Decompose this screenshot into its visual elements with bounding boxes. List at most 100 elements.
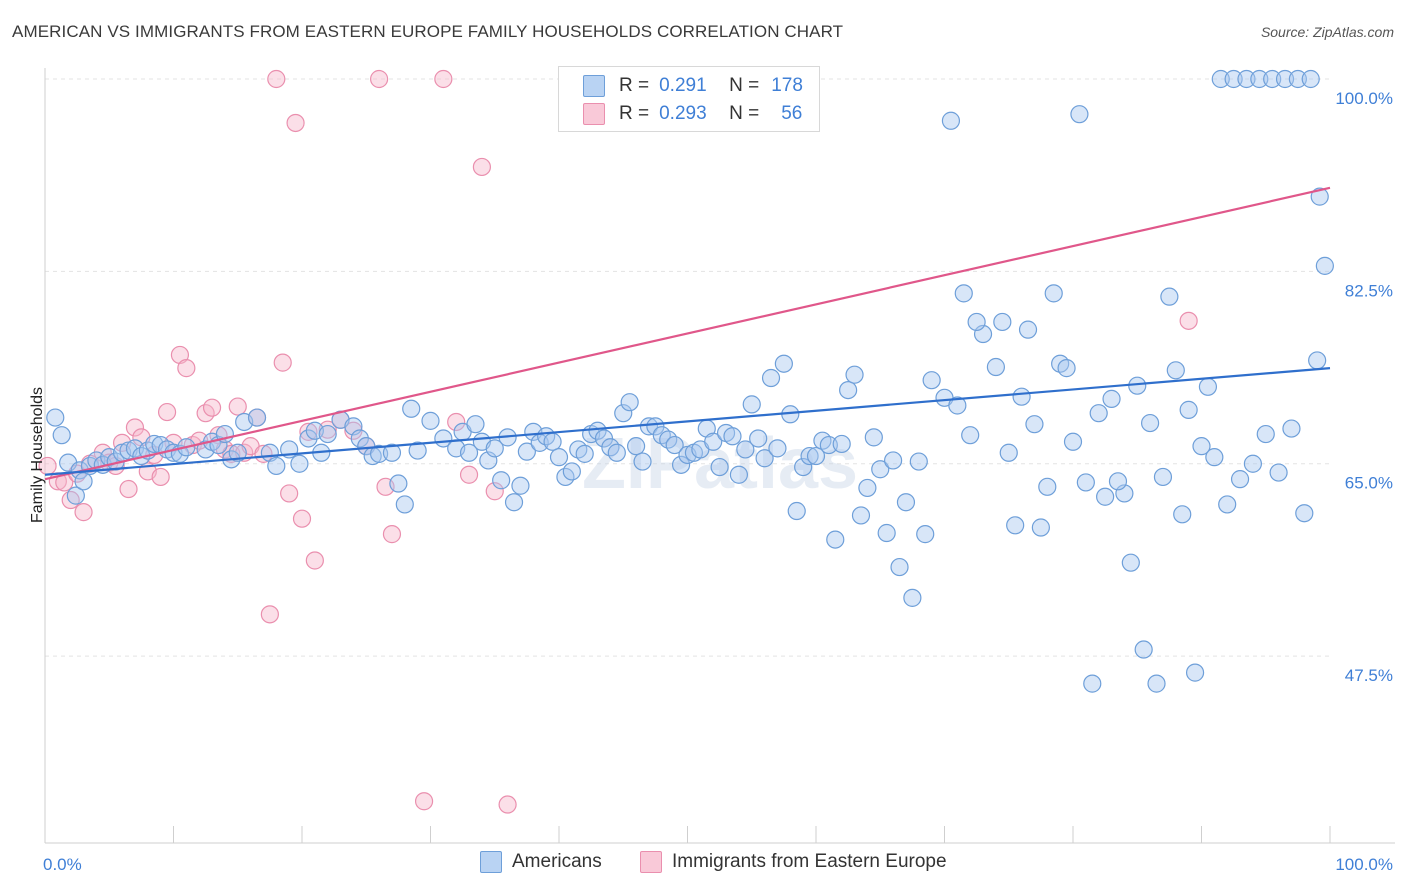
americans-point: [858, 478, 877, 498]
immigrants-swatch: [640, 851, 662, 873]
immigrants-point: [318, 420, 337, 439]
immigrants-point: [260, 605, 279, 624]
americans-point: [755, 449, 774, 468]
immigrants-point: [434, 69, 453, 89]
immigrants-point: [74, 503, 93, 522]
immigrants-point: [125, 418, 145, 437]
americans-point: [1185, 663, 1205, 682]
americans-point: [290, 454, 309, 473]
immigrants-point: [273, 353, 292, 372]
americans-point: [1063, 432, 1083, 451]
y-tick-label: 47.5%: [1345, 666, 1393, 685]
americans-point: [794, 457, 813, 477]
americans-point: [389, 474, 408, 493]
americans-point: [626, 437, 646, 456]
americans-point: [1006, 516, 1025, 535]
americans-point: [877, 523, 896, 543]
axes: [44, 68, 1395, 844]
americans-points: [46, 69, 1334, 693]
americans-point: [723, 427, 742, 446]
americans-point: [1134, 640, 1153, 659]
americans-point: [736, 440, 755, 459]
americans-point: [607, 443, 626, 462]
x-tick-label: 0.0%: [43, 855, 82, 874]
y-axis-title: Family Households: [29, 386, 46, 524]
americans-point: [247, 408, 267, 427]
americans-point: [1282, 419, 1301, 438]
americans-point: [967, 312, 986, 332]
legend-label: Americans: [512, 851, 602, 872]
grid-lines: [45, 78, 1330, 657]
chart-title: AMERICAN VS IMMIGRANTS FROM EASTERN EURO…: [12, 22, 844, 41]
y-tick-label: 82.5%: [1345, 281, 1393, 300]
americans-point: [1108, 472, 1128, 491]
americans-point: [1121, 553, 1140, 572]
americans-point: [1057, 359, 1076, 378]
x-tick-label: 100.0%: [1335, 855, 1393, 874]
americans-point: [421, 411, 440, 430]
americans-point: [543, 432, 562, 451]
americans-point: [864, 428, 883, 447]
immigrants-point: [447, 412, 466, 432]
americans-point: [408, 441, 427, 460]
americans-point: [704, 432, 723, 451]
americans-point: [1044, 284, 1063, 303]
americans-point: [492, 471, 511, 490]
stats-row-americans: R = 0.291 N = 178: [559, 71, 803, 101]
immigrants-trend-line: [44, 186, 1331, 481]
americans-point: [562, 462, 581, 481]
americans-point: [1070, 105, 1089, 124]
americans-point: [1224, 69, 1243, 89]
americans-point: [633, 452, 652, 471]
americans-point: [74, 472, 93, 491]
americans-point: [749, 429, 768, 448]
americans-point: [819, 435, 838, 455]
immigrants-swatch: [583, 103, 605, 125]
immigrants-point: [292, 509, 312, 528]
americans-point: [839, 380, 858, 400]
immigrants-point: [299, 422, 318, 441]
r-value: 0.291: [659, 75, 707, 96]
immigrants-point: [157, 402, 177, 422]
americans-point: [1160, 287, 1179, 306]
americans-point: [614, 404, 633, 423]
americans-point: [1269, 463, 1288, 482]
americans-point: [832, 434, 851, 454]
americans-point: [1102, 389, 1121, 408]
americans-point: [961, 426, 980, 445]
n-value: 178: [771, 75, 803, 96]
americans-point: [1198, 377, 1218, 396]
americans-point: [1237, 69, 1256, 89]
r-label: R =: [619, 75, 650, 96]
americans-point: [1179, 400, 1198, 419]
americans-point: [896, 493, 916, 512]
americans-point: [774, 354, 793, 373]
americans-point: [1230, 470, 1250, 489]
americans-point: [845, 365, 864, 384]
americans-point: [504, 493, 524, 512]
n-label: N =: [729, 75, 760, 96]
legend: Americans Immigrants from Eastern Europe: [0, 851, 1406, 877]
americans-point: [402, 399, 421, 418]
stats-box: R = 0.291 N = 178 R = 0.293 N = 56: [558, 66, 820, 132]
immigrants-point: [370, 69, 389, 89]
legend-item-americans[interactable]: Americans: [480, 851, 602, 873]
americans-point: [768, 439, 787, 458]
americans-point: [1018, 320, 1038, 339]
americans-point: [1140, 413, 1160, 433]
trend-lines: [44, 186, 1331, 481]
americans-point: [1295, 504, 1314, 523]
americans-point: [1173, 505, 1192, 524]
americans-point: [370, 444, 389, 463]
americans-point: [1243, 454, 1263, 473]
americans-point: [903, 588, 922, 607]
immigrants-point: [459, 465, 479, 484]
americans-point: [1308, 351, 1327, 370]
immigrants-point: [414, 792, 434, 811]
americans-point: [954, 284, 973, 303]
immigrants-point: [202, 398, 222, 417]
legend-item-immigrants[interactable]: Immigrants from Eastern Europe: [640, 851, 947, 873]
americans-point: [459, 443, 479, 462]
americans-point: [52, 426, 71, 445]
americans-point: [1256, 424, 1275, 444]
